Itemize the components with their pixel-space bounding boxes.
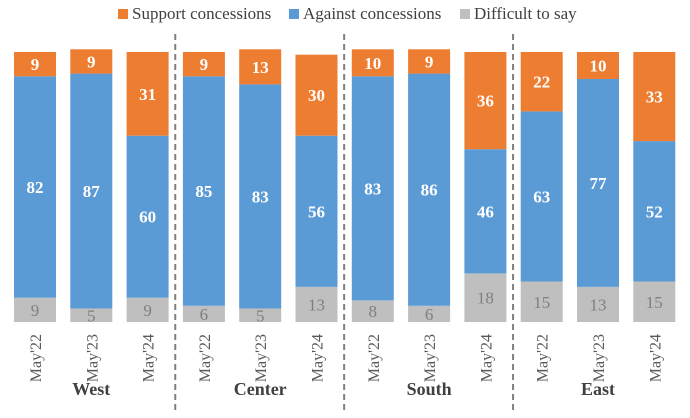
bar-segment-difficult-to-say [14, 297, 56, 322]
x-tick-label: May'23 [422, 334, 439, 382]
bar-segment-difficult-to-say [633, 281, 676, 322]
data-label: 87 [83, 182, 101, 201]
data-label: 63 [533, 187, 550, 206]
data-label: 86 [421, 181, 438, 200]
x-tick-label: May'24 [141, 334, 158, 382]
data-label: 10 [364, 54, 381, 73]
bar-segment-difficult-to-say [70, 308, 113, 322]
bar-segment-against-concessions [408, 73, 451, 306]
data-label: 9 [87, 52, 96, 71]
data-label: 83 [364, 179, 381, 198]
data-label: 31 [139, 85, 156, 104]
data-label: 9 [200, 55, 209, 74]
data-label: 5 [87, 306, 96, 325]
x-tick-label: May'22 [197, 334, 214, 382]
data-label: 9 [31, 55, 40, 74]
data-label: 60 [139, 208, 156, 227]
chart-legend: Support concessions Against concessions … [0, 4, 690, 26]
bar-segment-against-concessions [126, 135, 169, 298]
x-tick-label: May'24 [478, 334, 495, 382]
legend-label-difficult: Difficult to say [474, 4, 577, 23]
bar-segment-support-concessions [520, 52, 563, 112]
data-label: 9 [31, 301, 40, 320]
legend-swatch-against [289, 9, 299, 19]
bar-segment-support-concessions [70, 49, 113, 74]
data-label: 56 [308, 202, 325, 221]
bar-segment-difficult-to-say [295, 286, 338, 322]
bar-segment-against-concessions [520, 111, 563, 282]
x-tick-label: May'23 [253, 334, 270, 382]
data-label: 36 [477, 92, 494, 111]
bar-segment-against-concessions [295, 135, 338, 287]
bar-segment-difficult-to-say [577, 286, 619, 322]
data-label: 85 [195, 182, 212, 201]
legend-item-against: Against concessions [289, 4, 441, 24]
x-tick-label: May'23 [84, 334, 101, 382]
data-label: 30 [308, 86, 325, 105]
x-tick-label: May'22 [366, 334, 383, 382]
bar-segment-against-concessions [577, 79, 619, 287]
bar-segment-against-concessions [182, 76, 225, 306]
x-tick-label: May'24 [310, 334, 327, 382]
bar-segment-against-concessions [14, 76, 56, 298]
data-label: 33 [646, 88, 663, 107]
data-label: 13 [308, 295, 325, 314]
bar-segment-support-concessions [14, 52, 56, 77]
bar-segment-support-concessions [239, 49, 282, 85]
data-label: 13 [590, 295, 607, 314]
data-label: 46 [477, 202, 494, 221]
x-tick-label: May'22 [28, 334, 45, 382]
legend-item-difficult: Difficult to say [460, 4, 577, 24]
data-label: 82 [27, 178, 44, 197]
bar-segment-support-concessions [577, 52, 619, 79]
bar-segment-support-concessions [126, 52, 169, 136]
x-tick-label: May'23 [591, 334, 608, 382]
bar-segment-support-concessions [464, 52, 507, 150]
legend-swatch-difficult [460, 9, 470, 19]
data-label: 9 [425, 52, 434, 71]
bar-segment-against-concessions [464, 149, 507, 274]
bar-segment-against-concessions [633, 141, 676, 282]
legend-item-support: Support concessions [118, 4, 271, 24]
data-label: 9 [143, 301, 152, 320]
group-label: South [407, 379, 452, 399]
group-label: West [72, 379, 110, 399]
bar-segment-against-concessions [70, 73, 113, 309]
data-label: 10 [590, 57, 607, 76]
bar-segment-support-concessions [295, 54, 338, 136]
legend-label-against: Against concessions [303, 4, 442, 23]
data-label: 83 [252, 187, 269, 206]
bar-segment-difficult-to-say [520, 281, 563, 322]
x-tick-label: May'24 [647, 334, 664, 382]
bar-segment-difficult-to-say [408, 305, 451, 322]
data-label: 8 [369, 302, 378, 321]
data-label: 6 [425, 305, 434, 324]
data-label: 15 [533, 293, 550, 312]
bar-segment-difficult-to-say [351, 300, 394, 322]
bar-segment-support-concessions [408, 49, 451, 74]
bar-segment-against-concessions [351, 76, 394, 301]
data-label: 13 [252, 58, 269, 77]
data-label: 18 [477, 289, 494, 308]
data-label: 15 [646, 293, 663, 312]
bar-segment-difficult-to-say [464, 273, 507, 322]
group-label: East [581, 379, 615, 399]
bar-segment-difficult-to-say [239, 308, 282, 322]
data-label: 22 [533, 73, 550, 92]
legend-label-support: Support concessions [132, 4, 272, 23]
bar-segment-difficult-to-say [126, 297, 169, 322]
x-tick-label: May'22 [535, 334, 552, 382]
bar-segment-against-concessions [239, 84, 282, 309]
bar-segment-support-concessions [633, 52, 676, 142]
bar-segment-support-concessions [182, 52, 225, 77]
bar-segment-difficult-to-say [182, 305, 225, 322]
data-label: 6 [200, 305, 209, 324]
bar-segment-support-concessions [351, 49, 394, 77]
data-label: 5 [256, 306, 265, 325]
data-label: 52 [646, 202, 663, 221]
data-label: 77 [590, 174, 608, 193]
group-label: Center [234, 379, 287, 399]
legend-swatch-support [118, 9, 128, 19]
